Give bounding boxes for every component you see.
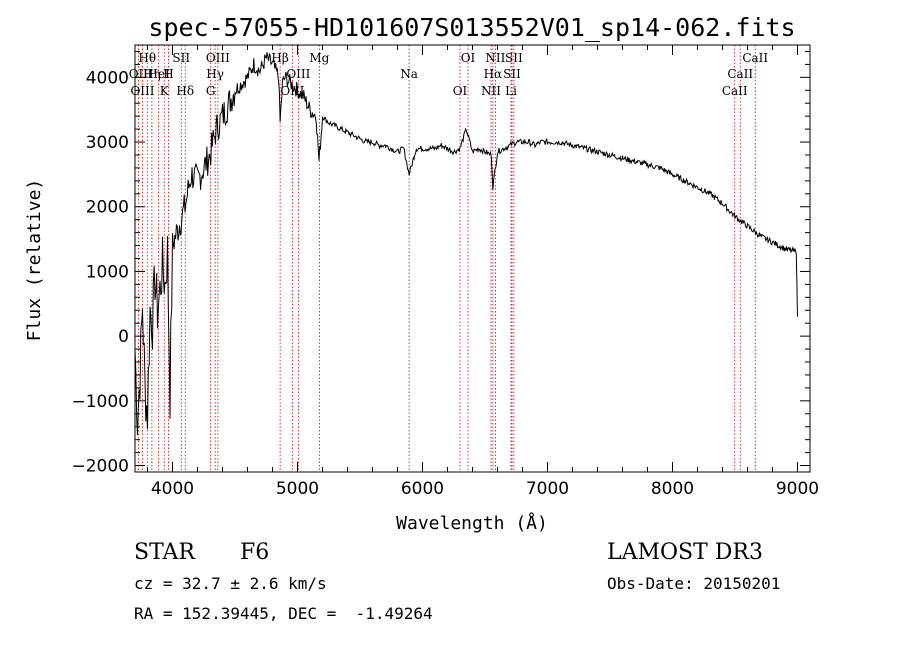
line-marker-label: SII [172, 51, 190, 65]
x-tick-label: 8000 [651, 479, 694, 499]
x-tick-label: 5000 [276, 479, 319, 499]
spectrum-chart: spec-57055-HD101607S013552V01_sp14-062.f… [24, 13, 819, 534]
line-marker-label: Hα [484, 67, 503, 81]
y-tick-label: 1000 [86, 262, 129, 282]
line-marker-label: OI [461, 51, 476, 65]
y-tick-label: −1000 [71, 392, 129, 412]
chart-title: spec-57055-HD101607S013552V01_sp14-062.f… [148, 13, 795, 42]
plot-frame [134, 44, 811, 473]
redshift-cz: cz = 32.7 ± 2.6 km/s [134, 574, 327, 593]
line-marker-label: CaII [727, 67, 753, 81]
x-tick-label: 7000 [526, 479, 569, 499]
observation-date: Obs-Date: 20150201 [607, 574, 781, 593]
line-marker-label: OI [453, 84, 468, 98]
line-marker-lines [137, 45, 756, 472]
line-marker-label: Hη [143, 67, 161, 81]
y-tick-label: 4000 [86, 68, 129, 88]
line-marker-label: OIII [206, 51, 230, 65]
line-marker-label: Li [505, 84, 517, 98]
line-marker-label: HeI [147, 67, 170, 81]
x-tick-label: 6000 [401, 479, 444, 499]
line-marker-label: NII [485, 51, 505, 65]
line-marker-label: SII [503, 67, 521, 81]
line-marker-label: CaII [722, 84, 748, 98]
line-marker-label: G [206, 84, 216, 98]
coordinates: RA = 152.39445, DEC = -1.49264 [134, 604, 433, 623]
line-marker-label: H [163, 67, 173, 81]
object-class: STAR [134, 540, 195, 565]
x-axis-label: Wavelength (Å) [396, 512, 548, 534]
y-axis: −2000 −1000 0 1000 2000 3000 4000 [71, 50, 810, 477]
line-marker-label: OIII [286, 67, 310, 81]
line-marker-label: Hδ [176, 84, 194, 98]
x-tick-label: 4000 [151, 479, 194, 499]
y-axis-label: Flux (relative) [24, 179, 45, 342]
line-marker-label: K [160, 84, 170, 98]
line-marker-label: Na [400, 67, 418, 81]
line-marker-label: Hγ [206, 67, 224, 81]
object-subclass: F6 [240, 540, 270, 565]
line-marker-label: Hβ [271, 51, 288, 65]
line-marker-label: SII [505, 51, 523, 65]
y-tick-label: 2000 [86, 198, 129, 218]
line-marker-label: OIII [130, 84, 154, 98]
line-marker-label: Hθ [138, 51, 156, 65]
y-tick-label: 3000 [86, 133, 129, 153]
line-marker-label: CaII [742, 51, 768, 65]
line-marker-labels: HθOIIOIIIHeIHηKSIIHHδOIIIHγGHβOIIIOIIIMg… [129, 51, 769, 98]
line-marker-label: NII [481, 84, 501, 98]
line-marker-label: Mg [309, 51, 329, 65]
x-axis: 4000 5000 6000 7000 8000 9000 [147, 45, 819, 499]
spectrum-line [134, 52, 798, 436]
survey-name: LAMOST DR3 [607, 540, 763, 565]
y-tick-label: −2000 [71, 457, 129, 477]
x-tick-label: 9000 [776, 479, 819, 499]
y-tick-label: 0 [118, 327, 129, 347]
